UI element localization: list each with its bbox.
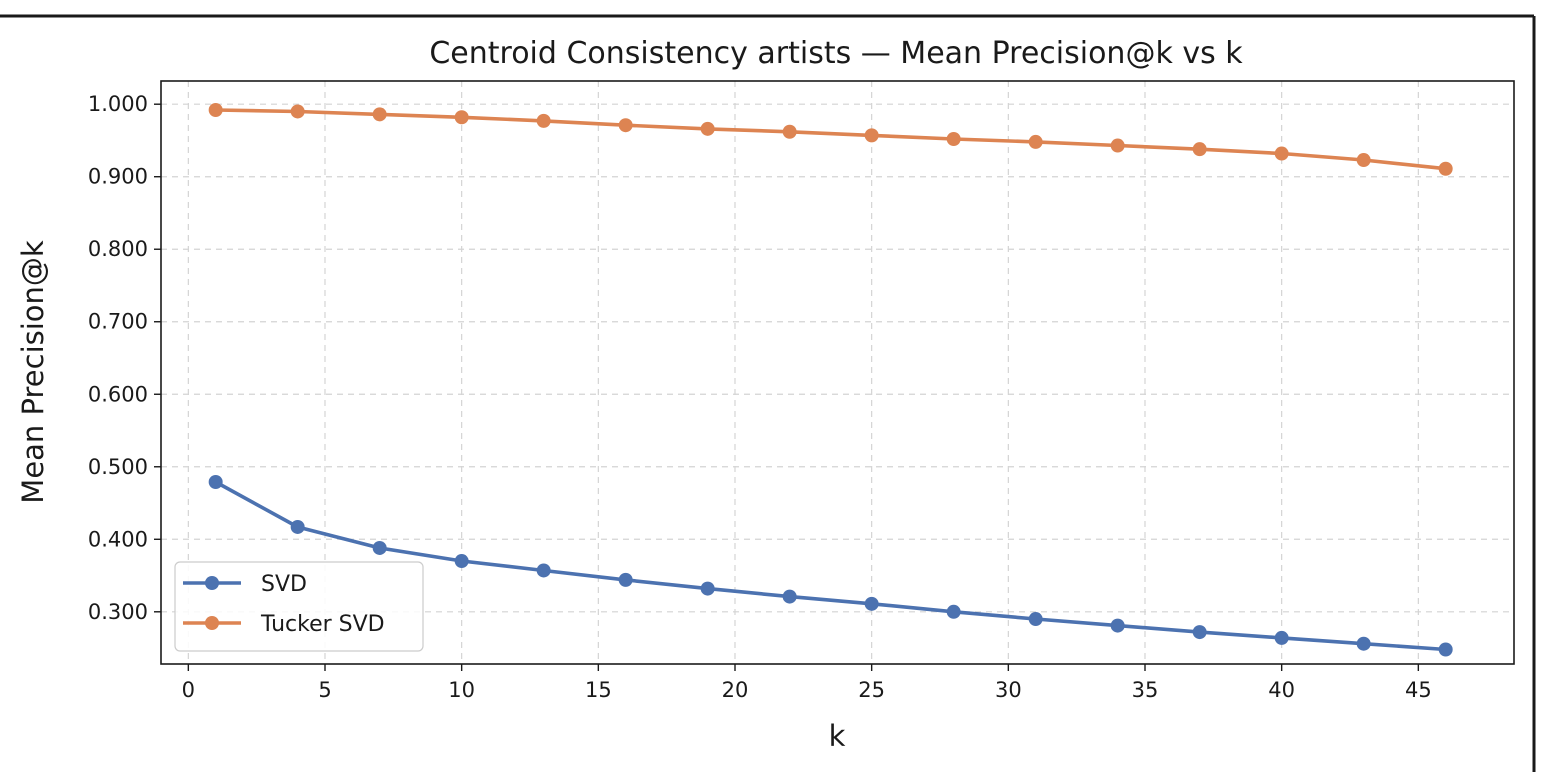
x-tick-label: 5 xyxy=(318,678,331,702)
data-point-tucker-svd xyxy=(1192,142,1207,157)
data-point-tucker-svd xyxy=(946,132,961,147)
data-point-tucker-svd xyxy=(290,104,305,119)
data-point-svd xyxy=(782,589,797,604)
y-tick-label: 0.700 xyxy=(88,310,148,334)
data-point-tucker-svd xyxy=(618,118,633,133)
series-svd xyxy=(208,474,1453,657)
x-tick-label: 10 xyxy=(448,678,475,702)
data-point-tucker-svd xyxy=(372,107,387,122)
data-point-svd xyxy=(1110,618,1125,633)
y-tick-label: 0.300 xyxy=(88,600,148,624)
y-axis: 0.300 0.400 0.500 0.600 0.700 0.800 0.900 1.000 xyxy=(88,92,161,624)
legend-marker-svd xyxy=(205,576,219,590)
data-point-tucker-svd xyxy=(700,121,715,136)
y-tick-label: 0.400 xyxy=(88,527,148,551)
legend-label-tucker-svd: Tucker SVD xyxy=(260,612,385,637)
y-tick-label: 1.000 xyxy=(88,92,148,116)
y-tick-label: 0.800 xyxy=(88,237,148,261)
data-point-svd xyxy=(372,540,387,555)
data-point-tucker-svd xyxy=(536,113,551,128)
x-tick-label: 25 xyxy=(858,678,885,702)
data-point-tucker-svd xyxy=(1356,153,1371,168)
series-line-svd xyxy=(213,480,1448,652)
data-point-svd xyxy=(1192,625,1207,640)
series-layer xyxy=(208,103,1453,657)
data-point-svd xyxy=(618,572,633,587)
data-point-svd xyxy=(864,596,879,611)
chart-title: Centroid Consistency artists — Mean Prec… xyxy=(429,36,1243,71)
data-point-svd xyxy=(1438,642,1453,657)
data-point-tucker-svd xyxy=(454,110,469,125)
x-tick-label: 40 xyxy=(1268,678,1295,702)
y-tick-label: 0.900 xyxy=(88,165,148,189)
x-tick-label: 20 xyxy=(722,678,749,702)
data-point-svd xyxy=(946,604,961,619)
x-tick-label: 35 xyxy=(1132,678,1159,702)
data-point-tucker-svd xyxy=(1110,138,1125,153)
y-tick-label: 0.600 xyxy=(88,382,148,406)
data-point-svd xyxy=(290,519,305,534)
data-point-svd xyxy=(1274,630,1289,645)
outer-frame xyxy=(0,14,1536,772)
grid xyxy=(161,81,1514,664)
data-point-svd xyxy=(1356,636,1371,651)
legend: SVD Tucker SVD xyxy=(174,561,424,652)
x-tick-label: 30 xyxy=(995,678,1022,702)
plot-area xyxy=(160,80,1515,665)
y-axis-label: Mean Precision@k xyxy=(16,240,50,504)
x-axis: 0 5 10 15 20 25 30 35 40 45 xyxy=(182,664,1432,702)
data-point-tucker-svd xyxy=(1274,146,1289,161)
legend-marker-tucker-svd xyxy=(205,616,219,630)
data-point-svd xyxy=(1028,612,1043,627)
data-point-tucker-svd xyxy=(782,124,797,139)
legend-label-svd: SVD xyxy=(261,572,307,597)
y-tick-label: 0.500 xyxy=(88,455,148,479)
x-tick-label: 45 xyxy=(1405,678,1432,702)
data-point-svd xyxy=(536,563,551,578)
series-line-tucker-svd xyxy=(213,108,1448,171)
x-axis-label: k xyxy=(829,719,846,753)
series-tucker-svd xyxy=(208,103,1453,176)
data-point-svd xyxy=(700,581,715,596)
data-point-tucker-svd xyxy=(1438,161,1453,176)
data-point-tucker-svd xyxy=(208,103,223,118)
x-tick-label: 15 xyxy=(585,678,612,702)
x-tick-label: 0 xyxy=(182,678,195,702)
data-point-tucker-svd xyxy=(1028,134,1043,149)
data-point-svd xyxy=(208,474,223,489)
data-point-tucker-svd xyxy=(864,128,879,143)
data-point-svd xyxy=(454,554,469,569)
